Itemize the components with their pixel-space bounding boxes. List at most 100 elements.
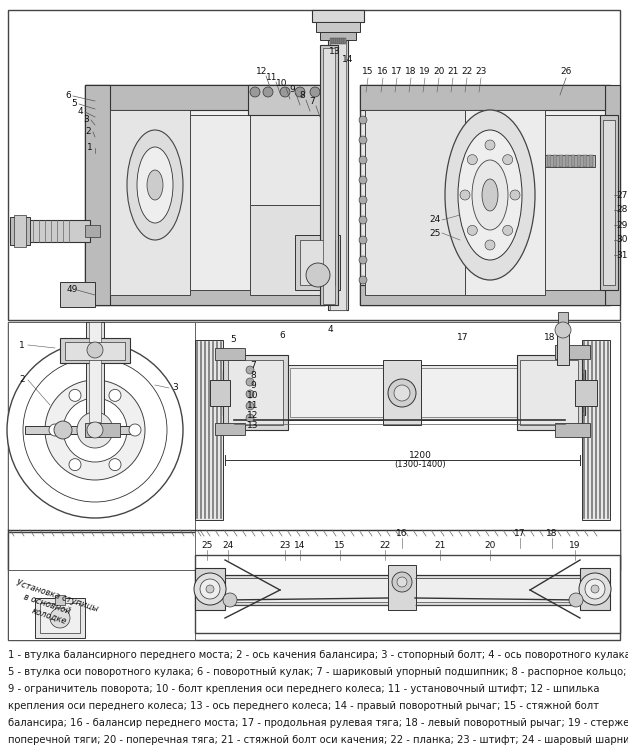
Circle shape	[510, 190, 520, 200]
Bar	[360, 285, 605, 305]
Circle shape	[359, 156, 367, 164]
Bar	[338, 38, 340, 44]
Circle shape	[467, 225, 477, 235]
Circle shape	[392, 572, 412, 592]
Bar	[85, 85, 110, 305]
Bar	[553, 155, 557, 167]
Bar	[330, 38, 332, 44]
Bar	[342, 38, 344, 44]
Circle shape	[255, 388, 265, 398]
Bar	[316, 22, 360, 32]
Bar	[14, 215, 26, 247]
Text: колодке: колодке	[30, 606, 67, 626]
Text: 20: 20	[433, 68, 445, 77]
Text: 4: 4	[327, 325, 333, 334]
Bar	[575, 380, 597, 406]
Text: 17: 17	[391, 68, 403, 77]
Circle shape	[359, 136, 367, 144]
Bar	[60, 338, 130, 363]
Circle shape	[525, 388, 535, 398]
Text: 25: 25	[430, 228, 441, 237]
Bar	[195, 322, 620, 570]
Circle shape	[545, 388, 555, 398]
Bar	[223, 370, 585, 415]
Text: 7: 7	[309, 98, 315, 107]
Bar	[577, 155, 581, 167]
Bar	[517, 355, 582, 430]
Circle shape	[591, 585, 599, 593]
Text: 24: 24	[222, 541, 234, 550]
Bar	[8, 322, 620, 570]
Bar	[40, 603, 80, 633]
Text: 12: 12	[247, 411, 259, 420]
Text: 3: 3	[172, 384, 178, 393]
Text: 28: 28	[616, 206, 628, 215]
Circle shape	[77, 412, 113, 448]
Circle shape	[246, 402, 254, 410]
Text: 10: 10	[276, 80, 288, 89]
Bar	[225, 373, 583, 412]
Text: 3: 3	[83, 116, 89, 125]
Text: 1 - втулка балансирного переднего моста; 2 - ось качения балансира; 3 - стопорны: 1 - втулка балансирного переднего моста;…	[8, 650, 628, 660]
Circle shape	[359, 116, 367, 124]
Circle shape	[49, 424, 61, 436]
Bar	[571, 155, 575, 167]
Bar	[85, 85, 325, 110]
Text: 16: 16	[396, 529, 408, 538]
Circle shape	[23, 358, 167, 502]
Circle shape	[295, 87, 305, 97]
Text: 8: 8	[299, 92, 305, 101]
Text: балансира; 16 - балансир переднего моста; 17 - продольная рулевая тяга; 18 - лев: балансира; 16 - балансир переднего моста…	[8, 718, 628, 728]
Text: 6: 6	[279, 330, 285, 339]
Circle shape	[485, 240, 495, 250]
Ellipse shape	[472, 160, 508, 230]
Bar	[210, 575, 605, 605]
Bar	[565, 155, 569, 167]
Text: 49: 49	[67, 285, 78, 294]
Bar	[605, 85, 620, 305]
Circle shape	[246, 414, 254, 422]
Text: 19: 19	[420, 68, 431, 77]
Bar	[520, 360, 578, 425]
Bar	[228, 360, 283, 425]
Circle shape	[502, 155, 512, 164]
Bar	[336, 38, 337, 44]
Text: поперечной тяги; 20 - поперечная тяга; 21 - стяжной болт оси качения; 22 - планк: поперечной тяги; 20 - поперечная тяга; 2…	[8, 735, 628, 745]
Bar	[210, 380, 230, 406]
Text: 9: 9	[250, 381, 256, 390]
Text: в основной: в основной	[22, 592, 71, 616]
Text: 15: 15	[334, 541, 346, 550]
Text: 21: 21	[447, 68, 458, 77]
Text: 7: 7	[250, 360, 256, 369]
Text: 16: 16	[377, 68, 389, 77]
Circle shape	[223, 593, 237, 607]
Circle shape	[359, 196, 367, 204]
Circle shape	[359, 256, 367, 264]
Bar	[250, 115, 325, 205]
Text: 18: 18	[405, 68, 417, 77]
Bar	[10, 220, 90, 242]
Text: 27: 27	[616, 191, 628, 200]
Text: 25: 25	[202, 541, 213, 550]
Bar	[600, 115, 618, 290]
Bar	[215, 348, 245, 360]
Text: 13: 13	[329, 47, 341, 56]
Text: 14: 14	[295, 541, 306, 550]
Bar	[323, 48, 335, 304]
Bar	[215, 423, 245, 435]
Bar	[344, 38, 345, 44]
Text: 1: 1	[87, 143, 93, 152]
Ellipse shape	[482, 179, 498, 211]
Circle shape	[359, 216, 367, 224]
Circle shape	[50, 608, 70, 628]
Circle shape	[87, 422, 103, 438]
Circle shape	[109, 389, 121, 401]
Text: 5: 5	[230, 336, 236, 345]
Bar	[547, 155, 551, 167]
Text: 12: 12	[256, 68, 268, 77]
Ellipse shape	[458, 130, 522, 260]
Circle shape	[585, 579, 605, 599]
Ellipse shape	[445, 110, 535, 280]
Circle shape	[7, 342, 183, 518]
Circle shape	[359, 276, 367, 284]
